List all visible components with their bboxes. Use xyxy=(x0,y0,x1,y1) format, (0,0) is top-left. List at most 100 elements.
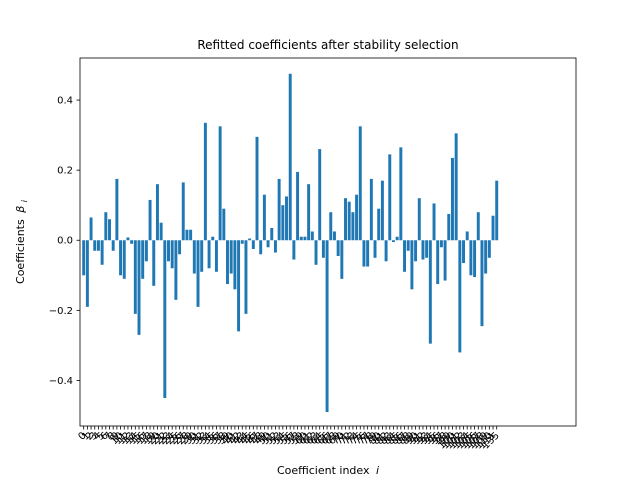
bar-102 xyxy=(458,240,462,353)
bar-108 xyxy=(480,240,484,327)
bar-4 xyxy=(96,240,100,251)
bar-89 xyxy=(410,240,414,290)
bar-70 xyxy=(340,240,344,279)
bar-87 xyxy=(403,240,406,272)
bar-109 xyxy=(484,240,488,274)
bar-96 xyxy=(436,240,440,285)
bar-12 xyxy=(126,237,130,241)
bar-13 xyxy=(130,240,134,244)
bar-39 xyxy=(226,240,229,285)
y-axis-label: Coefficients β i xyxy=(14,199,29,284)
bar-18 xyxy=(148,199,152,241)
bar-101 xyxy=(454,133,458,241)
bar-47 xyxy=(255,136,259,241)
bar-93 xyxy=(425,240,429,258)
y-tick-label: 0.2 xyxy=(57,166,73,177)
bar-45 xyxy=(248,238,252,241)
bar-38 xyxy=(222,208,226,241)
bar-14 xyxy=(133,240,137,314)
bar-82 xyxy=(384,240,388,262)
bar-28 xyxy=(185,229,189,241)
bar-100 xyxy=(450,157,454,241)
bar-42 xyxy=(237,240,241,332)
bar-35 xyxy=(211,236,215,241)
bar-57 xyxy=(292,240,296,260)
y-axis-label-var: β xyxy=(14,206,27,214)
bar-88 xyxy=(406,240,410,251)
bar-92 xyxy=(421,240,425,260)
bar-80 xyxy=(377,208,381,241)
plot-frame xyxy=(79,57,577,427)
bar-15 xyxy=(137,240,141,335)
bar-24 xyxy=(170,240,174,269)
bar-23 xyxy=(167,240,170,262)
bar-53 xyxy=(277,178,281,241)
bar-71 xyxy=(344,198,347,241)
bar-33 xyxy=(203,122,207,241)
bar-41 xyxy=(233,240,237,290)
bar-103 xyxy=(462,240,465,264)
bar-69 xyxy=(336,240,340,257)
bar-95 xyxy=(432,203,436,241)
bar-54 xyxy=(281,205,285,241)
bar-5 xyxy=(100,240,104,265)
bar-83 xyxy=(388,154,392,241)
bar-76 xyxy=(362,240,366,267)
bar-46 xyxy=(251,240,255,250)
bar-63 xyxy=(314,240,318,265)
bar-107 xyxy=(476,212,480,241)
bar-36 xyxy=(214,240,218,272)
y-tick-label: 0.0 xyxy=(57,236,73,247)
bar-10 xyxy=(119,240,123,276)
bar-29 xyxy=(189,229,193,241)
bar-59 xyxy=(299,236,303,241)
bar-75 xyxy=(358,126,362,241)
bar-97 xyxy=(439,240,443,248)
bar-34 xyxy=(207,240,211,269)
bar-67 xyxy=(329,212,333,241)
y-axis-ticks: −0.4 −0.2 0.0 0.2 0.4 xyxy=(49,96,80,387)
bar-61 xyxy=(307,184,311,241)
x-axis-label-var: i xyxy=(376,464,379,477)
bar-94 xyxy=(428,240,432,344)
bar-0 xyxy=(82,240,86,276)
bar-98 xyxy=(443,240,447,281)
y-tick-label: −0.2 xyxy=(49,306,73,317)
bar-84 xyxy=(391,240,395,242)
bar-72 xyxy=(347,201,351,241)
bar-22 xyxy=(163,240,167,398)
bar-55 xyxy=(285,196,288,241)
bar-7 xyxy=(108,219,111,241)
x-axis-label: Coefficient index i xyxy=(277,464,379,477)
bar-60 xyxy=(303,236,307,241)
bar-3 xyxy=(93,240,97,251)
bar-106 xyxy=(473,240,477,278)
bar-49 xyxy=(262,194,266,241)
bar-91 xyxy=(417,198,421,241)
bar-21 xyxy=(159,222,163,241)
bar-19 xyxy=(152,240,156,286)
bar-68 xyxy=(332,231,336,241)
bar-90 xyxy=(414,240,418,262)
bar-104 xyxy=(465,231,469,241)
bar-8 xyxy=(111,240,115,251)
bar-32 xyxy=(200,240,204,272)
chart-title: Refitted coefficients after stability se… xyxy=(197,38,458,52)
bar-11 xyxy=(122,240,126,279)
bar-43 xyxy=(240,240,244,244)
bar-73 xyxy=(351,212,355,241)
bar-66 xyxy=(325,240,329,412)
bar-81 xyxy=(380,180,384,241)
bar-99 xyxy=(447,213,451,241)
bar-16 xyxy=(141,240,145,279)
bar-105 xyxy=(469,240,473,276)
bar-77 xyxy=(366,240,370,267)
y-tick-label: −0.4 xyxy=(49,376,73,387)
bar-52 xyxy=(273,240,277,253)
bar-78 xyxy=(369,178,373,241)
bar-50 xyxy=(266,240,270,248)
x-axis-label-text: Coefficient index xyxy=(277,464,370,477)
bar-17 xyxy=(144,240,148,262)
bar-110 xyxy=(487,240,491,258)
bar-65 xyxy=(321,240,325,258)
